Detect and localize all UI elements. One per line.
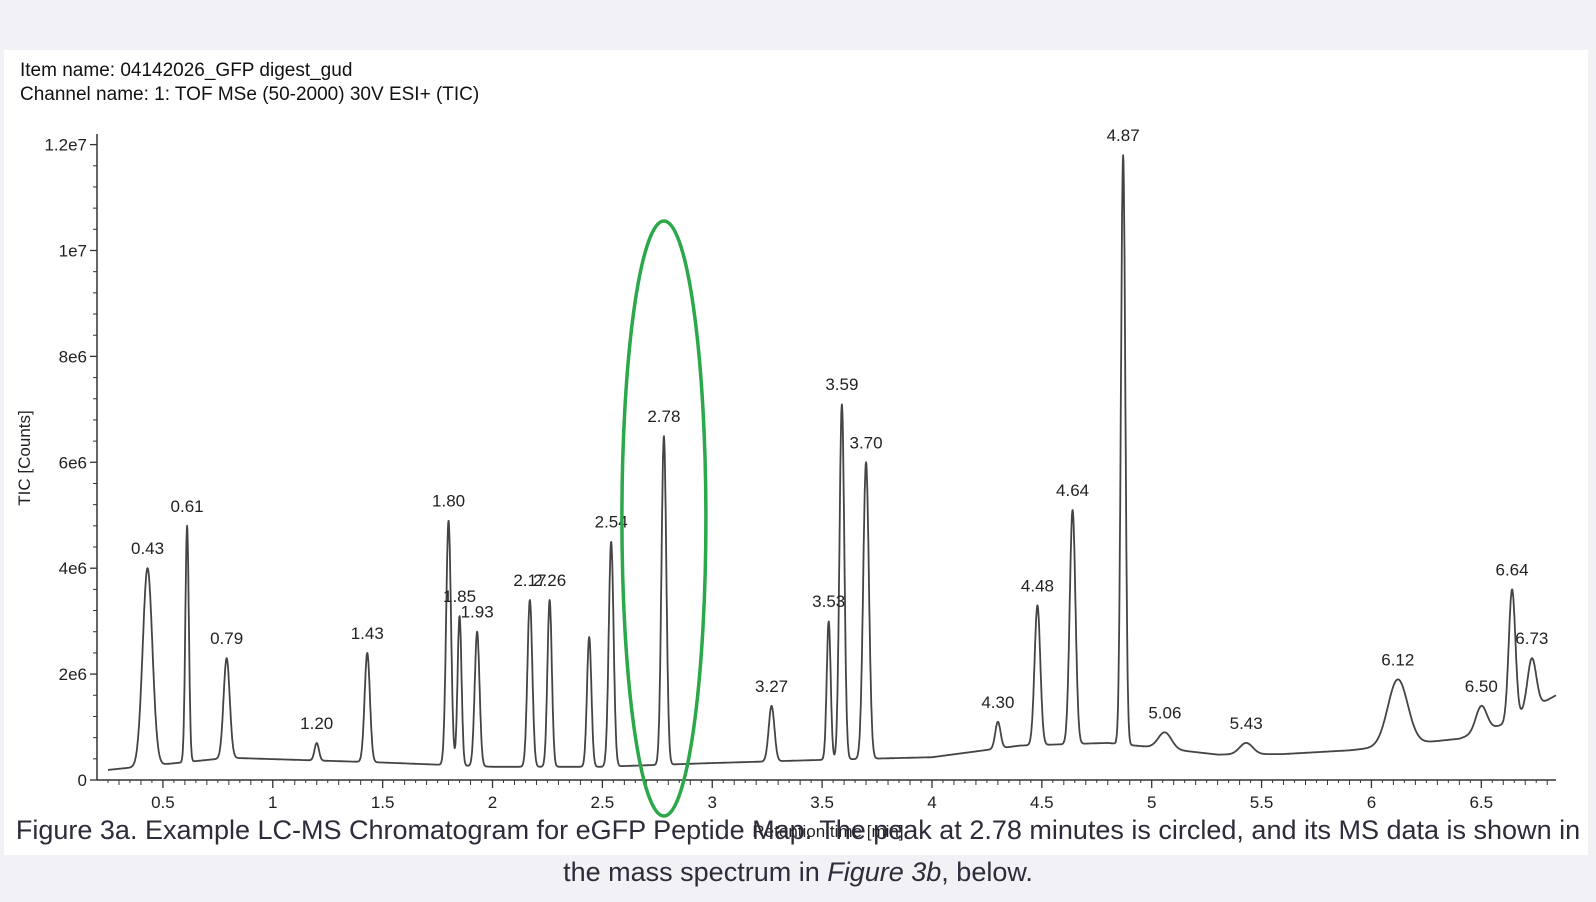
tic-trace [107, 154, 1557, 771]
y-tick-label: 1.2e7 [44, 136, 87, 155]
channel-name-label: Channel name: 1: TOF MSe (50-2000) 30V E… [20, 84, 479, 105]
peak-label: 0.43 [131, 539, 164, 558]
x-tick-label: 6.5 [1469, 793, 1493, 812]
peak-label: 4.87 [1107, 126, 1140, 145]
x-tick-label: 2 [488, 793, 497, 812]
peak-label: 0.61 [171, 497, 204, 516]
peak-label: 0.79 [210, 629, 243, 648]
peak-label: 6.50 [1465, 677, 1498, 696]
plot-panel [4, 50, 1588, 855]
y-tick-label: 4e6 [59, 559, 87, 578]
x-tick-label: 0.5 [151, 793, 175, 812]
peak-label: 4.64 [1056, 481, 1089, 500]
peak-label: 1.43 [351, 624, 384, 643]
item-name-label: Item name: 04142026_GFP digest_gud [20, 60, 352, 81]
peak-label: 2.17 [513, 571, 546, 590]
x-tick-label: 4 [927, 793, 936, 812]
peak-label: 3.53 [812, 592, 845, 611]
peak-label: 3.27 [755, 677, 788, 696]
x-tick-label: 1.5 [371, 793, 395, 812]
peak-label: 4.30 [981, 693, 1014, 712]
peak-labels: 0.43 0.61 0.79 1.20 1.43 1.80 1.851.93 2.172.26… [131, 126, 1548, 733]
peak-label: 1.20 [300, 714, 333, 733]
peak-label: 3.70 [850, 433, 883, 452]
peak-label: 4.48 [1021, 576, 1054, 595]
peak-label: 6.64 [1496, 560, 1529, 579]
caption-figure-ref: Figure 3b [827, 857, 942, 887]
peak-label: 2.54 [595, 513, 628, 532]
peak-label: 3.59 [825, 375, 858, 394]
y-tick-label: 8e6 [59, 347, 87, 366]
x-tick-label: 3 [708, 793, 717, 812]
highlight-circle [620, 219, 708, 818]
y-tick-label: 0 [78, 771, 87, 790]
y-tick-label: 6e6 [59, 453, 87, 472]
x-axis-label: Retention time [min] [752, 822, 903, 841]
peak-label: 1.93 [461, 603, 494, 622]
peak-label: 1.85 [443, 587, 476, 606]
peak-label: 5.06 [1148, 703, 1181, 722]
x-tick-label: 6 [1367, 793, 1376, 812]
y-axis-ticks: 0 2e6 4e6 6e6 8e6 1e7 1.2e7 [44, 136, 97, 790]
x-tick-label: 4.5 [1030, 793, 1054, 812]
x-tick-label: 2.5 [591, 793, 615, 812]
peak-label: 5.43 [1230, 714, 1263, 733]
peak-label: 2.78 [647, 407, 680, 426]
x-tick-label: 1 [268, 793, 277, 812]
peak-label: 6.73 [1515, 629, 1548, 648]
caption-text-end: , below. [941, 857, 1033, 887]
x-tick-label: 5.5 [1250, 793, 1274, 812]
peak-label: 2.26 [533, 571, 566, 590]
x-axis-ticks: 0.5 1 1.5 2 2.5 3 3.5 4 4.5 5 5.5 6 6.5 [107, 780, 1548, 812]
y-tick-label: 2e6 [59, 665, 87, 684]
x-tick-label: 5 [1147, 793, 1156, 812]
caption-text: Figure 3a. Example LC-MS Chromatogram fo… [15, 815, 1581, 887]
y-tick-label: 1e7 [59, 241, 87, 260]
y-axis-label: TIC [Counts] [15, 410, 34, 505]
x-tick-label: 3.5 [810, 793, 834, 812]
figure-caption: Figure 3a. Example LC-MS Chromatogram fo… [0, 809, 1596, 893]
peak-label: 1.80 [432, 492, 465, 511]
peak-label: 6.12 [1381, 650, 1414, 669]
